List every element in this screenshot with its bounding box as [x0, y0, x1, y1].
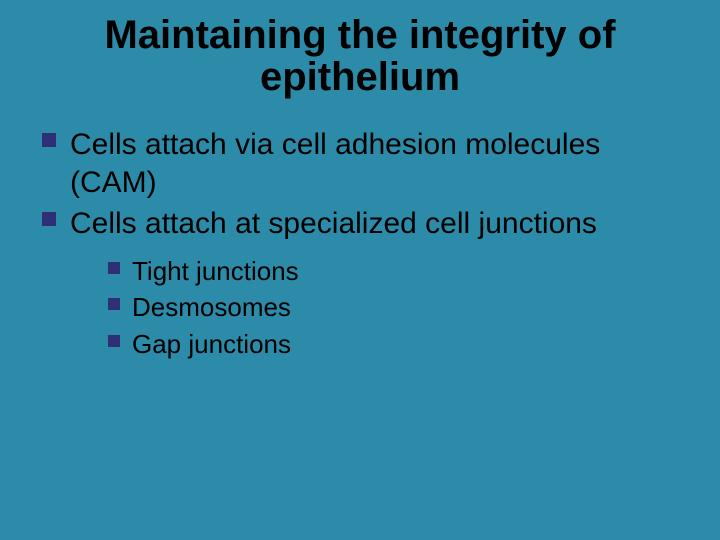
bullet-square-icon — [108, 335, 120, 347]
bullet-square-icon — [108, 262, 120, 274]
list-item: Gap junctions — [108, 328, 720, 361]
slide-title: Maintaining the integrity of epithelium — [0, 0, 720, 98]
bullet-list-level2: Tight junctions Desmosomes Gap junctions — [0, 255, 720, 361]
list-item-text: Gap junctions — [132, 328, 720, 361]
list-item: Cells attach via cell adhesion molecules… — [42, 126, 690, 201]
slide: Maintaining the integrity of epithelium … — [0, 0, 720, 540]
bullet-square-icon — [108, 298, 120, 310]
bullet-square-icon — [42, 133, 56, 147]
list-item: Cells attach at specialized cell junctio… — [42, 205, 690, 243]
bullet-square-icon — [42, 212, 56, 226]
list-item-text: Cells attach via cell adhesion molecules… — [70, 126, 690, 201]
list-item: Desmosomes — [108, 291, 720, 324]
list-item-text: Tight junctions — [132, 255, 720, 288]
bullet-list-level1: Cells attach via cell adhesion molecules… — [0, 126, 720, 243]
list-item-text: Cells attach at specialized cell junctio… — [70, 205, 690, 243]
list-item-text: Desmosomes — [132, 291, 720, 324]
list-item: Tight junctions — [108, 255, 720, 288]
